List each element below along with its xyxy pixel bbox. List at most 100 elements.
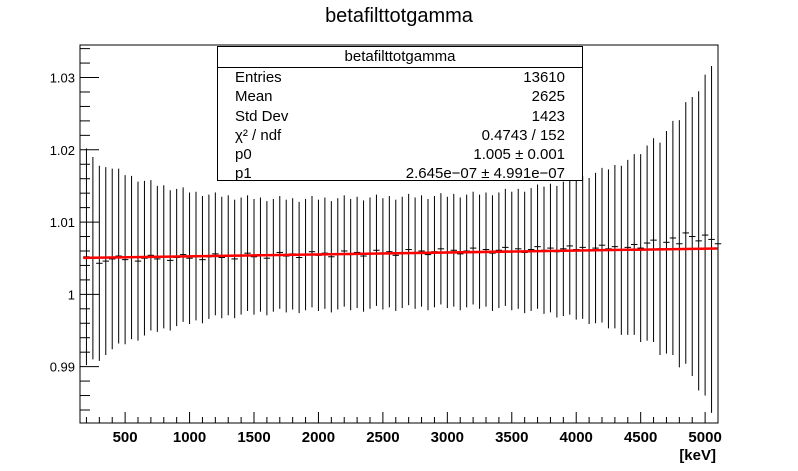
data-point xyxy=(250,198,258,315)
x-axis: 500 1000 1500 2000 2500 3000 3500 4000 4500 5000 xyxy=(85,412,722,446)
stats-key: Mean xyxy=(235,88,273,106)
stats-value: 1423 xyxy=(531,107,565,125)
plot-frame xyxy=(79,44,719,424)
data-point xyxy=(121,175,129,345)
data-point xyxy=(263,201,271,316)
data-point xyxy=(682,102,689,364)
stats-row-p1: p1 2.645e−07 ± 4.991e−07 xyxy=(218,164,582,183)
stats-box-title: betafilttotgamma xyxy=(218,47,582,68)
x-tick-label: 2500 xyxy=(366,429,399,446)
x-tick-label: 4500 xyxy=(624,429,657,446)
fit-line-group xyxy=(83,247,718,260)
data-point xyxy=(482,192,490,307)
data-point xyxy=(115,168,122,344)
fit-line xyxy=(83,247,718,260)
stats-box: betafilttotgamma Entries 13610 Mean 2625… xyxy=(217,46,583,183)
data-point xyxy=(695,91,702,391)
stats-key: p0 xyxy=(235,146,252,164)
stats-row-p0: p0 1.005 ± 0.001 xyxy=(218,145,582,164)
data-point xyxy=(147,180,155,331)
data-point xyxy=(579,175,586,319)
stats-value: 1.005 ± 0.001 xyxy=(473,146,565,164)
data-point xyxy=(676,120,683,368)
stats-row-entries: Entries 13610 xyxy=(218,68,582,87)
x-tick-label: 4000 xyxy=(560,429,593,446)
data-point xyxy=(179,187,187,322)
x-tick-label: 5000 xyxy=(688,429,721,446)
y-tick-label: 0.99 xyxy=(50,360,75,375)
data-point xyxy=(502,188,509,306)
data-point xyxy=(701,74,709,396)
data-point xyxy=(424,198,432,311)
data-point xyxy=(669,120,677,356)
data-point xyxy=(328,201,335,313)
data-point xyxy=(418,195,425,307)
data-point xyxy=(457,197,464,311)
data-point xyxy=(295,201,303,314)
data-point xyxy=(689,97,696,377)
stats-value: 2625 xyxy=(531,88,565,106)
x-tick-label: 3000 xyxy=(431,429,464,446)
data-point xyxy=(186,192,193,324)
data-point xyxy=(663,131,670,354)
stats-value: 13610 xyxy=(523,69,565,86)
stats-key: p1 xyxy=(235,165,252,183)
data-point xyxy=(167,190,174,331)
data-point xyxy=(527,188,535,311)
data-point xyxy=(386,196,393,308)
data-point xyxy=(218,196,225,319)
data-point xyxy=(353,196,361,309)
data-point xyxy=(592,172,599,324)
x-tick-label: 1000 xyxy=(173,429,206,446)
stats-row-chi2: χ² / ndf 0.4743 / 152 xyxy=(218,126,582,145)
y-tick-label: 1.02 xyxy=(50,143,75,158)
data-point xyxy=(469,191,477,305)
data-point xyxy=(495,192,503,309)
x-axis-label: [keV] xyxy=(679,447,716,464)
data-point xyxy=(102,167,109,356)
chart-title: betafilttotgamma xyxy=(325,5,474,27)
data-point xyxy=(547,183,554,313)
x-tick-label: 2000 xyxy=(302,429,335,446)
x-tick-label: 3500 xyxy=(495,429,528,446)
data-point xyxy=(308,196,316,308)
data-point xyxy=(231,199,238,319)
data-point xyxy=(515,188,522,309)
data-point xyxy=(360,200,367,312)
data-point xyxy=(611,164,619,329)
data-point xyxy=(708,65,715,413)
stats-row-mean: Mean 2625 xyxy=(218,87,582,106)
y-tick-label: 1.03 xyxy=(50,71,75,86)
data-point xyxy=(624,159,631,335)
data-point xyxy=(212,192,219,316)
data-point xyxy=(341,195,348,307)
data-point xyxy=(373,194,380,306)
data-point xyxy=(109,168,116,350)
data-point xyxy=(534,184,541,309)
data-point xyxy=(405,193,412,306)
data-point xyxy=(560,181,567,317)
data-point xyxy=(199,196,206,324)
data-point xyxy=(566,177,573,315)
stats-row-std-dev: Std Dev 1423 xyxy=(218,107,582,126)
data-point xyxy=(631,154,638,335)
data-point xyxy=(643,145,651,341)
x-tick-label: 500 xyxy=(113,429,138,446)
data-point xyxy=(637,154,644,343)
stats-key: Entries xyxy=(235,69,282,86)
data-point xyxy=(276,196,283,309)
data-point xyxy=(437,193,445,305)
data-point xyxy=(650,138,657,343)
data-point xyxy=(450,193,457,307)
data-point xyxy=(598,167,606,323)
stats-key: Std Dev xyxy=(235,107,289,125)
x-tick-label: 1500 xyxy=(237,429,270,446)
stats-value: 0.4743 / 152 xyxy=(481,126,565,144)
data-point xyxy=(96,165,103,361)
data-point xyxy=(392,199,399,311)
data-point xyxy=(134,181,142,341)
y-axis: 0.99 1 1.01 1.02 1.03 xyxy=(50,48,99,411)
stats-value: 2.645e−07 ± 4.991e−07 xyxy=(405,165,565,183)
stats-key: χ² / ndf xyxy=(235,126,282,144)
